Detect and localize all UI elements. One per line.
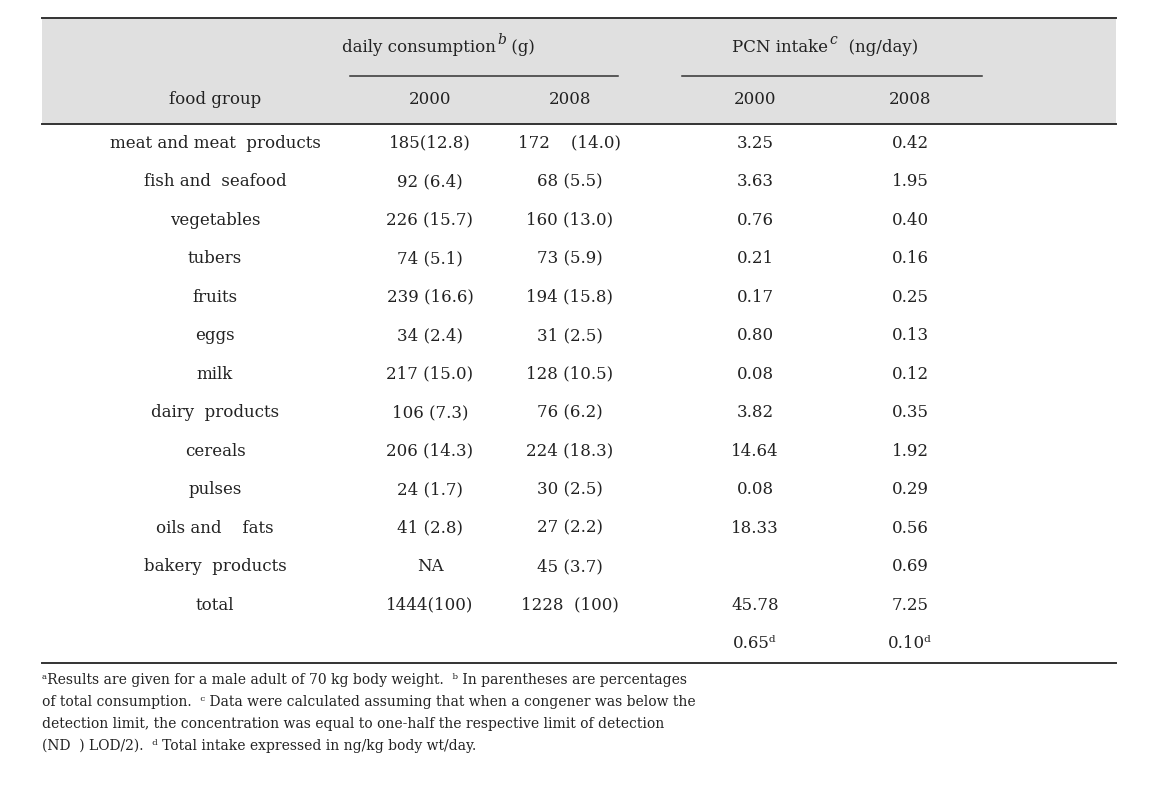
Text: 7.25: 7.25 (892, 597, 929, 614)
Text: 0.40: 0.40 (892, 211, 929, 228)
Text: 0.42: 0.42 (892, 134, 929, 151)
Text: (ng/day): (ng/day) (838, 39, 918, 56)
Text: fish and  seafood: fish and seafood (144, 173, 286, 190)
Text: 217 (15.0): 217 (15.0) (387, 366, 474, 383)
Text: 0.10ᵈ: 0.10ᵈ (888, 635, 932, 652)
Text: NA: NA (417, 558, 444, 575)
Text: 0.08: 0.08 (736, 366, 774, 383)
Bar (42, 548, 1116, 586)
Bar (42, 586, 1116, 625)
Bar (42, 201, 1116, 240)
Text: cereals: cereals (184, 443, 245, 460)
Text: 3.63: 3.63 (736, 173, 774, 190)
Text: bakery  products: bakery products (144, 558, 286, 575)
Text: 0.56: 0.56 (892, 520, 929, 537)
Text: food group: food group (169, 92, 261, 109)
Text: 0.13: 0.13 (892, 327, 929, 344)
Text: b: b (497, 33, 506, 47)
Text: 206 (14.3): 206 (14.3) (387, 443, 474, 460)
Text: 106 (7.3): 106 (7.3) (391, 404, 468, 421)
Text: 3.25: 3.25 (736, 134, 774, 151)
Text: 24 (1.7): 24 (1.7) (397, 481, 463, 498)
Bar (42, 278, 1116, 317)
Text: 41 (2.8): 41 (2.8) (397, 520, 463, 537)
Text: 2008: 2008 (549, 92, 592, 109)
Text: 172    (14.0): 172 (14.0) (519, 134, 622, 151)
Text: ᵃResults are given for a male adult of 70 kg body weight.  ᵇ In parentheses are : ᵃResults are given for a male adult of 7… (42, 673, 687, 687)
Text: 0.25: 0.25 (892, 288, 929, 305)
Text: 34 (2.4): 34 (2.4) (397, 327, 463, 344)
Text: 73 (5.9): 73 (5.9) (537, 250, 603, 267)
Text: 0.12: 0.12 (892, 366, 929, 383)
Text: vegetables: vegetables (170, 211, 261, 228)
Text: (g): (g) (506, 39, 535, 56)
Text: dairy  products: dairy products (151, 404, 279, 421)
Text: 239 (16.6): 239 (16.6) (387, 288, 474, 305)
Text: 0.21: 0.21 (736, 250, 774, 267)
Text: pulses: pulses (189, 481, 242, 498)
Text: detection limit, the concentration was equal to one-half the respective limit of: detection limit, the concentration was e… (42, 717, 665, 731)
Text: 2008: 2008 (888, 92, 931, 109)
Bar (42, 509, 1116, 548)
Bar (42, 163, 1116, 201)
Text: 1228  (100): 1228 (100) (521, 597, 618, 614)
Bar (42, 394, 1116, 432)
Text: daily consumption: daily consumption (342, 39, 496, 56)
Text: meat and meat  products: meat and meat products (110, 134, 321, 151)
Text: 0.29: 0.29 (892, 481, 929, 498)
Bar (42, 18, 1116, 124)
Text: eggs: eggs (196, 327, 235, 344)
Bar (42, 355, 1116, 394)
Bar (42, 124, 1116, 163)
Bar (42, 317, 1116, 355)
Text: milk: milk (197, 366, 233, 383)
Text: 0.76: 0.76 (736, 211, 774, 228)
Text: 194 (15.8): 194 (15.8) (527, 288, 614, 305)
Text: 0.65ᵈ: 0.65ᵈ (733, 635, 777, 652)
Text: 185(12.8): 185(12.8) (389, 134, 471, 151)
Bar (42, 240, 1116, 278)
Text: 1444(100): 1444(100) (387, 597, 474, 614)
Text: c: c (829, 33, 837, 47)
Text: total: total (196, 597, 234, 614)
Bar (42, 471, 1116, 509)
Text: 45.78: 45.78 (731, 597, 779, 614)
Text: 3.82: 3.82 (736, 404, 774, 421)
Text: 160 (13.0): 160 (13.0) (527, 211, 614, 228)
Text: PCN intake: PCN intake (733, 39, 828, 56)
Bar (42, 432, 1116, 471)
Text: 74 (5.1): 74 (5.1) (397, 250, 463, 267)
Text: 226 (15.7): 226 (15.7) (387, 211, 474, 228)
Text: 0.16: 0.16 (892, 250, 929, 267)
Text: 45 (3.7): 45 (3.7) (537, 558, 603, 575)
Text: 76 (6.2): 76 (6.2) (537, 404, 603, 421)
Text: 0.80: 0.80 (736, 327, 774, 344)
Text: 27 (2.2): 27 (2.2) (537, 520, 603, 537)
Text: 0.35: 0.35 (892, 404, 929, 421)
Text: 31 (2.5): 31 (2.5) (537, 327, 603, 344)
Text: 224 (18.3): 224 (18.3) (527, 443, 614, 460)
Bar (42, 625, 1116, 663)
Text: 1.92: 1.92 (892, 443, 929, 460)
Text: tubers: tubers (188, 250, 242, 267)
Text: 0.69: 0.69 (892, 558, 929, 575)
Text: 1.95: 1.95 (892, 173, 929, 190)
Text: 68 (5.5): 68 (5.5) (537, 173, 603, 190)
Text: 2000: 2000 (734, 92, 776, 109)
Text: 14.64: 14.64 (731, 443, 779, 460)
Text: 92 (6.4): 92 (6.4) (397, 173, 463, 190)
Text: 0.17: 0.17 (736, 288, 774, 305)
Text: of total consumption.  ᶜ Data were calculated assuming that when a congener was : of total consumption. ᶜ Data were calcul… (42, 695, 696, 709)
Text: oils and    fats: oils and fats (156, 520, 273, 537)
Text: (ND  ) LOD/2).  ᵈ Total intake expressed in ng/kg body wt/day.: (ND ) LOD/2). ᵈ Total intake expressed i… (42, 739, 476, 753)
Text: fruits: fruits (192, 288, 237, 305)
Text: 2000: 2000 (409, 92, 452, 109)
Text: 18.33: 18.33 (731, 520, 779, 537)
Text: 128 (10.5): 128 (10.5) (527, 366, 614, 383)
Text: 0.08: 0.08 (736, 481, 774, 498)
Text: 30 (2.5): 30 (2.5) (537, 481, 603, 498)
